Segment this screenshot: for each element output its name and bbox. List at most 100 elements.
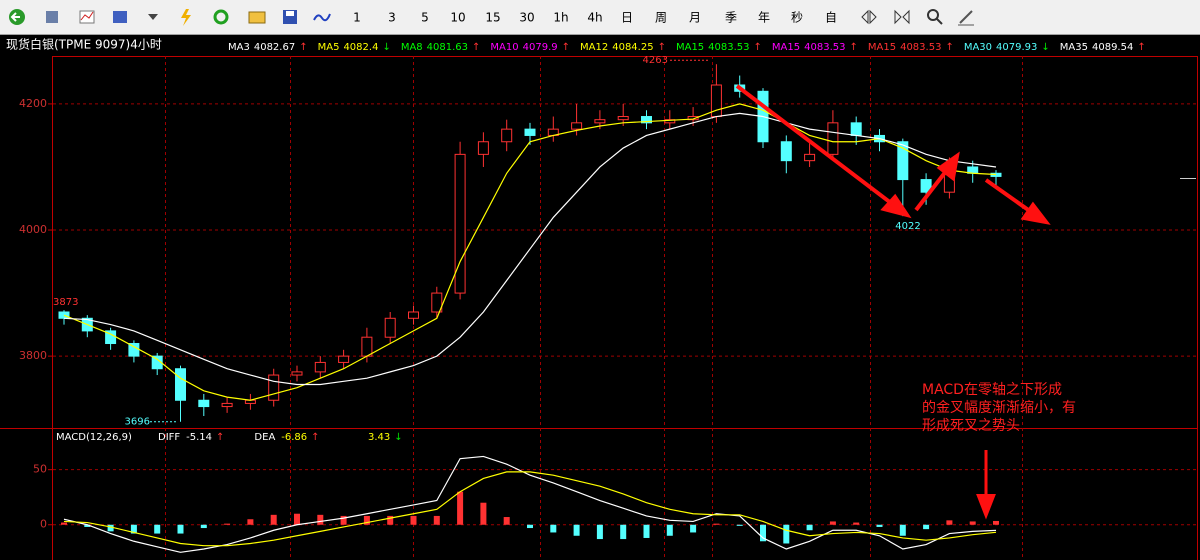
toolbar-button[interactable]: 自 [825,11,837,25]
macd-bar [643,524,650,538]
macd-bar [527,524,533,529]
toolbar-button[interactable]: 年 [758,11,770,25]
candle-body [850,122,862,136]
macd-bar [713,523,720,525]
toolbar-button[interactable]: 月 [689,11,701,25]
plot: 3800 4000 4200 4263 3873 3696 4022 MACD在零轴之下形成的… [19,55,1197,560]
macd-bar [457,491,464,525]
candle-body [477,141,489,155]
macd-bar [480,502,487,525]
save-icon-label [286,11,294,16]
macd-bar [853,522,860,525]
macd-bar [969,521,976,525]
search-icon[interactable] [927,9,939,21]
candle-body [198,399,210,408]
legend-arrow: ↑ [299,42,307,53]
candle-body [268,374,280,401]
down-trend-arrow [735,84,897,208]
toolbar-button[interactable]: 15 [485,11,500,25]
toolbar-button[interactable]: 30 [519,11,534,25]
legend-arrow: ↑ [1137,42,1145,53]
macd-bar [177,524,184,534]
candle-body [501,128,513,143]
legend-arrow: ↓ [394,432,402,443]
dropdown-icon[interactable] [148,14,158,20]
legend-value: 4084.25 [612,42,653,53]
macd-bar [387,515,394,525]
toolbar-button[interactable]: 1h [553,11,568,25]
macd-line [63,471,997,547]
legend-name: MA15 [868,42,896,53]
candle-body [338,355,350,363]
table-icon[interactable] [46,11,58,23]
arrow-head [976,494,996,520]
legend-value: 4083.53 [804,42,845,53]
candle-body [804,153,816,162]
macd-bar [270,514,277,525]
toolbar-icons [9,9,974,26]
zoom-in-icon[interactable] [894,9,910,25]
legend-name: MA8 [401,42,423,53]
arrow-head [880,193,912,219]
candle-body [780,141,792,162]
trend-arrows [735,84,1051,520]
legend-arrow: ↑ [849,42,857,53]
flash-icon[interactable] [181,9,191,26]
macd-bar [433,515,440,525]
candle-body [571,122,583,130]
draw-icon[interactable] [959,10,973,24]
macd-bar [690,524,697,533]
macd-bar [760,524,766,542]
legend-value: 4083.53 [900,42,941,53]
kline-icon[interactable] [113,11,127,23]
legend-name: MA30 [964,42,992,53]
legend-value: 4082.67 [254,42,295,53]
candle-body [151,355,163,370]
macd-bar [224,523,231,525]
macd-bar [154,524,161,534]
legend-arrow: ↓ [1041,42,1049,53]
toolbar-button[interactable]: 4h [587,11,602,25]
toolbar-button[interactable]: 周 [655,11,667,25]
toolbar-button[interactable]: 秒 [791,11,803,25]
y-tick-label: 0 [40,518,47,531]
macd-bar [550,524,557,533]
search-handle [936,18,943,25]
legend-value: 4081.63 [427,42,468,53]
toolbar-button[interactable]: 3 [388,11,396,25]
toolbar-button[interactable]: 10 [450,11,465,25]
toolbar-button[interactable]: 1 [353,11,361,25]
macd-bar [294,513,300,525]
candle-body [431,292,443,313]
legend-arrow: ↑ [311,432,319,443]
legend-arrow: ↓ [382,42,390,53]
candle-body [827,122,839,155]
legend-value: -6.86 [281,432,307,443]
macd-title: MACD(12,26,9) [56,432,132,443]
toolbar-button[interactable]: 日 [621,11,633,25]
legend-arrow: ↑ [754,42,762,53]
refresh-icon[interactable] [213,9,229,25]
macd-bar [130,524,137,534]
macd-bar [247,519,254,525]
zoom-out-icon[interactable] [861,9,877,25]
candle-body [384,317,396,338]
candle-body [175,368,186,401]
candle-body [594,119,606,124]
macd-bar [573,524,580,536]
candle-body [454,153,466,294]
toolbar-button[interactable]: 5 [421,11,429,25]
legend-value: -5.14 [186,432,212,443]
macd-bar [410,515,417,525]
candle-body [408,311,419,319]
toolbar [0,0,1200,34]
chart-title: 现货白银(TPME 9097)4小时 [6,37,162,52]
candle-body [664,119,676,124]
macd-bar [736,524,743,526]
macd-bar [363,515,370,525]
toolbar-button[interactable]: 季 [725,11,737,25]
arrow-head [1020,201,1051,225]
wave-icon[interactable] [313,13,331,22]
open-icon[interactable] [248,11,266,24]
